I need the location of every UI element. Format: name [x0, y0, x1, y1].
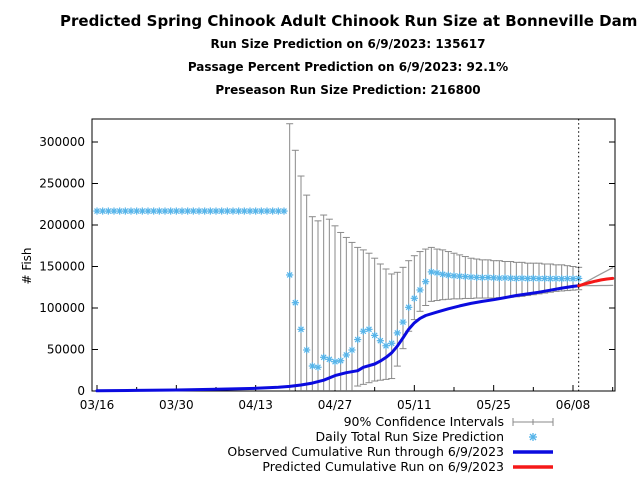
svg-text:03/30: 03/30 — [159, 398, 194, 412]
chart-title: Predicted Spring Chinook Adult Chinook R… — [60, 12, 638, 30]
svg-text:0: 0 — [77, 384, 85, 398]
daily-prediction-symbol — [504, 430, 562, 444]
axes-and-ticks: 0 50000 100000 150000 200000 250000 300000 03/1… — [39, 118, 616, 412]
svg-text:200000: 200000 — [39, 218, 85, 232]
chart-legend: 90% Confidence Intervals Daily Total Run… — [0, 414, 562, 474]
legend-item-predicted-cumulative: Predicted Cumulative Run on 6/9/2023 — [0, 459, 562, 474]
svg-text:250000: 250000 — [39, 176, 85, 190]
svg-text:150000: 150000 — [39, 259, 85, 273]
legend-item-observed-cumulative: Observed Cumulative Run through 6/9/2023 — [0, 444, 562, 459]
legend-label: 90% Confidence Intervals — [343, 414, 504, 429]
svg-text:05/11: 05/11 — [397, 398, 432, 412]
chart-header: Predicted Spring Chinook Adult Chinook R… — [60, 12, 638, 106]
confidence-interval-symbol — [504, 415, 562, 429]
svg-text:04/27: 04/27 — [318, 398, 353, 412]
confidence-interval-bars — [286, 123, 583, 391]
svg-text:06/08: 06/08 — [556, 398, 591, 412]
subtitle-passage-percent-prediction: Passage Percent Prediction on 6/9/2023: … — [187, 60, 509, 74]
svg-text:100000: 100000 — [39, 301, 85, 315]
daily-prediction-points — [286, 268, 583, 371]
svg-text:300000: 300000 — [39, 135, 85, 149]
svg-text:04/13: 04/13 — [238, 398, 273, 412]
observed-cumulative-line — [95, 284, 581, 393]
preseason-prediction-points — [93, 207, 288, 215]
legend-item-confidence-intervals: 90% Confidence Intervals — [0, 414, 562, 429]
predicted-line-symbol — [504, 460, 562, 474]
svg-text:# Fish: # Fish — [20, 247, 34, 284]
predicted-cumulative-line — [577, 276, 615, 288]
legend-label: Observed Cumulative Run through 6/9/2023 — [227, 444, 504, 459]
legend-label: Daily Total Run Size Prediction — [315, 429, 504, 444]
legend-label: Predicted Cumulative Run on 6/9/2023 — [262, 459, 504, 474]
svg-text:03/16: 03/16 — [80, 398, 115, 412]
svg-text:50000: 50000 — [47, 342, 85, 356]
subtitle-run-size-prediction: Run Size Prediction on 6/9/2023: 135617 — [210, 37, 486, 51]
y-axis-title: # Fish — [20, 247, 34, 284]
observed-line-symbol — [504, 445, 562, 459]
legend-item-daily-prediction: Daily Total Run Size Prediction — [0, 429, 562, 444]
subtitle-preseason-prediction: Preseason Run Size Prediction: 216800 — [215, 83, 481, 97]
svg-text:05/25: 05/25 — [476, 398, 511, 412]
